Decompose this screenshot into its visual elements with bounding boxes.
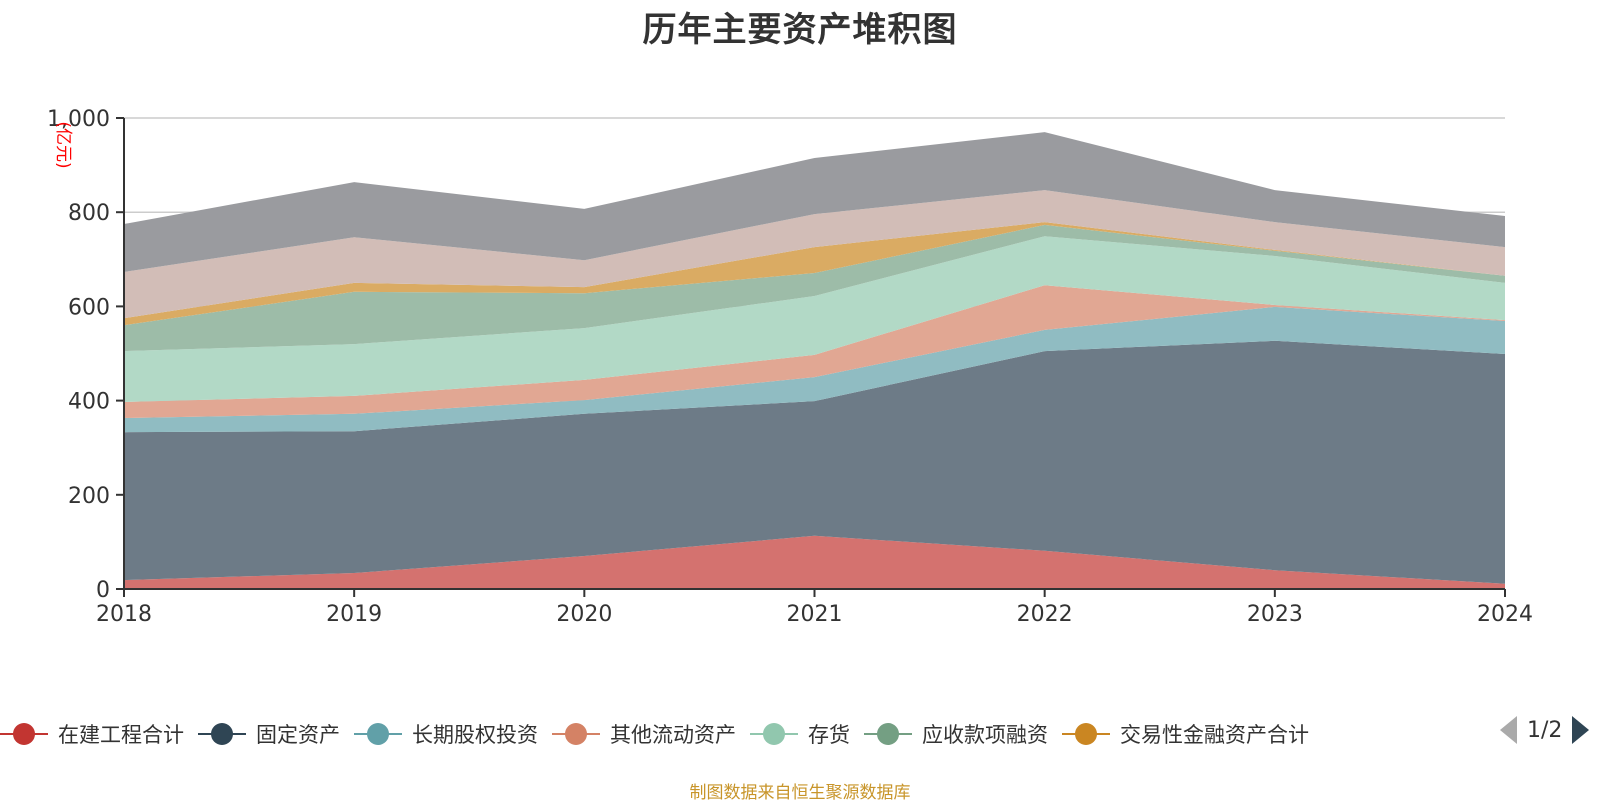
y-tick-label: 600 [68,295,110,320]
legend-label: 应收款项融资 [922,723,1048,747]
legend-marker-icon [0,722,48,746]
area-9[interactable] [124,132,1505,272]
y-tick-label: 1,000 [47,107,110,132]
stacked-area-chart: 0 200 400 600 800 1,000 2018 2019 2020 2021 2022 20… [47,107,1533,627]
area-series [124,132,1505,589]
y-axis-label: (亿元) [53,121,73,168]
y-tick-label: 200 [68,484,110,509]
legend-item[interactable]: 交易性金融资产合计 [1062,719,1309,749]
chart-title: 历年主要资产堆积图 [642,10,958,50]
legend-marker-icon [864,722,912,746]
area-1[interactable] [124,535,1505,589]
legend-item[interactable]: 其他流动资产 [552,719,736,749]
x-tick-label: 2020 [556,602,612,627]
legend-next-page-icon[interactable] [1572,716,1590,744]
area-5[interactable] [124,236,1505,402]
x-tick-label: 2023 [1247,602,1303,627]
legend-pager: 1/2 [1500,716,1590,744]
legend-item[interactable]: 长期股权投资 [354,719,538,749]
legend-marker-icon [750,722,798,746]
area-2[interactable] [124,340,1505,584]
legend-item[interactable]: 存货 [750,719,850,749]
legend-marker-icon [1062,722,1110,746]
legend-label: 存货 [808,723,850,747]
legend-label: 其他流动资产 [610,723,736,747]
legend-page-indicator: 1/2 [1527,717,1563,743]
x-tick-label: 2022 [1017,602,1073,627]
area-6[interactable] [124,224,1505,352]
legend-label: 在建工程合计 [58,723,184,747]
x-tick-label: 2024 [1477,602,1533,627]
data-source-note: 制图数据来自恒生聚源数据库 [689,783,911,803]
area-3[interactable] [124,306,1505,433]
legend-label: 固定资产 [256,723,340,747]
legend-item[interactable]: 在建工程合计 [0,719,184,749]
legend-marker-icon [354,722,402,746]
x-tick-label: 2021 [787,602,843,627]
area-8[interactable] [124,190,1505,319]
legend-label: 长期股权投资 [412,723,538,747]
legend-item[interactable]: 固定资产 [198,719,340,749]
axes: 0 200 400 600 800 1,000 2018 2019 2020 2021 2022 20… [47,107,1533,627]
y-tick-label: 0 [96,578,110,603]
legend-prev-page-icon[interactable] [1500,716,1517,744]
x-tick-label: 2018 [96,602,152,627]
area-4[interactable] [124,285,1505,418]
legend: 在建工程合计 固定资产 长期股权投资 其他流动资产 存货 应收款项融资 交易性金融资产合计 [0,714,1323,754]
y-tick-label: 400 [68,390,110,415]
legend-item[interactable]: 应收款项融资 [864,719,1048,749]
legend-marker-icon [198,722,246,746]
legend-label: 交易性金融资产合计 [1120,723,1309,747]
y-tick-label: 800 [68,201,110,226]
x-tick-label: 2019 [326,602,382,627]
legend-marker-icon [552,722,600,746]
